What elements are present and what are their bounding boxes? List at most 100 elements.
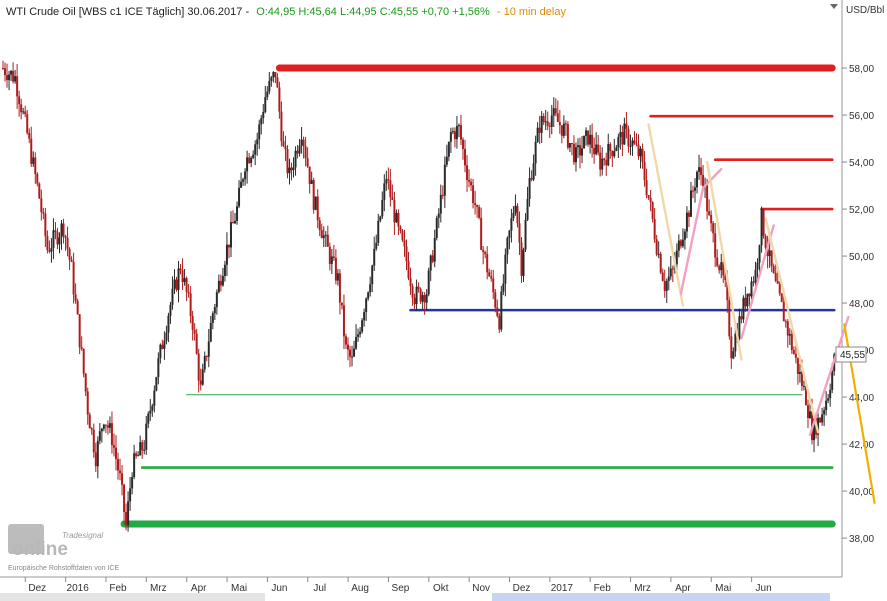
candle-body	[453, 131, 456, 140]
candle-body	[587, 130, 590, 145]
candle-body	[603, 158, 606, 161]
candle-body	[813, 417, 816, 441]
candle-body	[457, 125, 460, 127]
scroll-down-arrow-icon[interactable]	[830, 4, 838, 9]
candle-body	[671, 268, 674, 270]
candle-body	[355, 336, 358, 349]
candle-body	[181, 270, 184, 283]
trend-line	[647, 123, 685, 307]
candle-body	[278, 87, 281, 112]
candle-body	[823, 410, 826, 415]
candle-body	[320, 230, 323, 239]
candle-body	[760, 208, 763, 246]
candle-body	[171, 288, 174, 305]
candle-body	[772, 266, 775, 273]
candle-body	[385, 179, 388, 184]
candle-body	[381, 199, 384, 217]
candle-body	[435, 217, 438, 238]
candle-body	[758, 245, 761, 263]
candle-body	[316, 196, 319, 221]
candle-body	[236, 206, 239, 221]
candle-body	[629, 145, 632, 147]
candle-body	[623, 123, 626, 145]
candle-body	[498, 315, 501, 330]
candle-body	[359, 331, 362, 335]
candle-body	[44, 213, 47, 237]
y-tick-label: 50,00	[849, 252, 874, 263]
candle-body	[66, 237, 69, 249]
candle-body	[663, 280, 666, 291]
candle-body	[641, 148, 644, 162]
candle-body	[740, 316, 743, 320]
scrollbar-track-left[interactable]	[0, 593, 265, 601]
candle-body	[609, 144, 612, 152]
x-tick-label: Mai	[231, 583, 247, 594]
candle-body	[135, 453, 138, 457]
candle-body	[338, 273, 341, 303]
candle-body	[143, 449, 146, 451]
candle-body	[258, 124, 261, 140]
candle-body	[750, 281, 753, 297]
candle-body	[114, 447, 117, 460]
candle-body	[121, 473, 124, 485]
candle-body	[223, 264, 226, 276]
y-tick-label: 48,00	[849, 299, 874, 310]
candle-body	[708, 211, 711, 215]
candle-body	[516, 205, 519, 224]
candle-body	[155, 377, 158, 391]
candle-body	[490, 276, 493, 279]
y-tick-label: 52,00	[849, 205, 874, 216]
candle-body	[651, 202, 654, 219]
candle-body	[312, 180, 315, 210]
candle-body	[189, 293, 192, 316]
candle-body	[163, 340, 166, 349]
candle-body	[139, 442, 142, 456]
candle-body	[691, 190, 694, 192]
candle-body	[528, 178, 531, 199]
candle-body	[722, 262, 725, 276]
candle-body	[141, 442, 144, 451]
last-price-marker: 45,55	[835, 346, 867, 363]
candle-body	[764, 236, 767, 248]
data-source-note: Europäische Rohstoffdaten von ICE	[8, 565, 119, 572]
candle-body	[550, 115, 553, 127]
candle-body	[800, 371, 803, 386]
candle-body	[768, 250, 771, 257]
candle-body	[211, 313, 214, 323]
candle-body	[510, 218, 513, 231]
candle-body	[68, 248, 71, 260]
candle-body	[304, 146, 307, 159]
candle-body	[133, 453, 136, 478]
candle-body	[72, 261, 75, 295]
candle-body	[821, 414, 824, 423]
candle-body	[689, 190, 692, 217]
candle-body	[46, 236, 49, 251]
candle-body	[88, 414, 91, 429]
y-tick-label: 40,00	[849, 487, 874, 498]
candle-body	[782, 301, 785, 322]
candle-body	[597, 144, 600, 153]
candle-body	[716, 257, 719, 266]
candle-body	[720, 262, 723, 271]
candle-body	[466, 165, 469, 180]
candle-body	[738, 316, 741, 340]
candle-body	[504, 254, 507, 284]
candle-body	[792, 350, 795, 354]
candle-body	[357, 334, 360, 337]
candle-body	[746, 293, 749, 307]
candle-body	[379, 216, 382, 221]
candle-body	[229, 222, 232, 248]
candle-body	[40, 198, 43, 213]
candle-body	[756, 262, 759, 270]
candle-body	[613, 151, 616, 157]
candle-body	[579, 145, 582, 156]
candle-body	[776, 280, 779, 284]
y-tick-label: 44,00	[849, 393, 874, 404]
candle-body	[576, 145, 579, 148]
candle-body	[427, 270, 430, 295]
delay-note: - 10 min delay	[497, 6, 567, 18]
time-range-scrollbar[interactable]	[492, 593, 830, 601]
candle-body	[219, 280, 222, 286]
trend-line	[764, 217, 820, 434]
candle-body	[387, 179, 390, 181]
